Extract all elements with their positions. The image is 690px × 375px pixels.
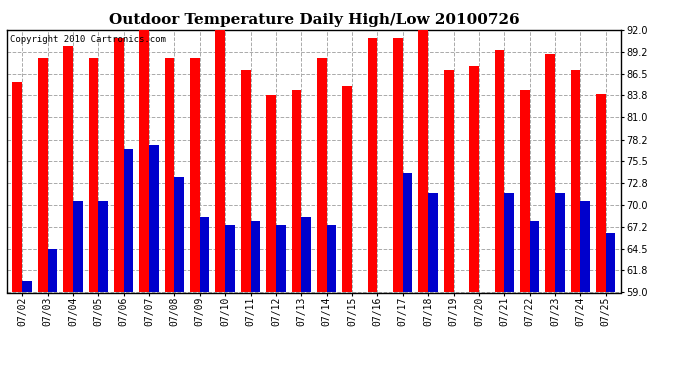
- Bar: [73, 201, 83, 292]
- Bar: [200, 217, 209, 292]
- Bar: [504, 193, 514, 292]
- Bar: [495, 50, 504, 292]
- Bar: [12, 82, 22, 292]
- Bar: [139, 30, 149, 292]
- Bar: [342, 86, 352, 292]
- Bar: [530, 221, 540, 292]
- Bar: [368, 38, 377, 292]
- Bar: [266, 95, 276, 292]
- Bar: [326, 225, 336, 292]
- Bar: [63, 46, 73, 292]
- Bar: [292, 90, 302, 292]
- Bar: [571, 70, 580, 292]
- Bar: [428, 193, 437, 292]
- Bar: [225, 225, 235, 292]
- Title: Outdoor Temperature Daily High/Low 20100726: Outdoor Temperature Daily High/Low 20100…: [108, 13, 520, 27]
- Text: Copyright 2010 Cartronics.com: Copyright 2010 Cartronics.com: [10, 35, 166, 44]
- Bar: [545, 54, 555, 292]
- Bar: [444, 70, 453, 292]
- Bar: [88, 58, 98, 292]
- Bar: [250, 221, 260, 292]
- Bar: [22, 280, 32, 292]
- Bar: [596, 94, 606, 292]
- Bar: [165, 58, 175, 292]
- Bar: [98, 201, 108, 292]
- Bar: [48, 249, 57, 292]
- Bar: [555, 193, 564, 292]
- Bar: [403, 173, 413, 292]
- Bar: [580, 201, 590, 292]
- Bar: [520, 90, 530, 292]
- Bar: [317, 58, 326, 292]
- Bar: [276, 225, 286, 292]
- Bar: [302, 217, 311, 292]
- Bar: [38, 58, 48, 292]
- Bar: [124, 149, 133, 292]
- Bar: [606, 233, 615, 292]
- Bar: [241, 70, 250, 292]
- Bar: [469, 66, 479, 292]
- Bar: [175, 177, 184, 292]
- Bar: [393, 38, 403, 292]
- Bar: [149, 146, 159, 292]
- Bar: [419, 30, 428, 292]
- Bar: [190, 58, 200, 292]
- Bar: [114, 38, 124, 292]
- Bar: [215, 30, 225, 292]
